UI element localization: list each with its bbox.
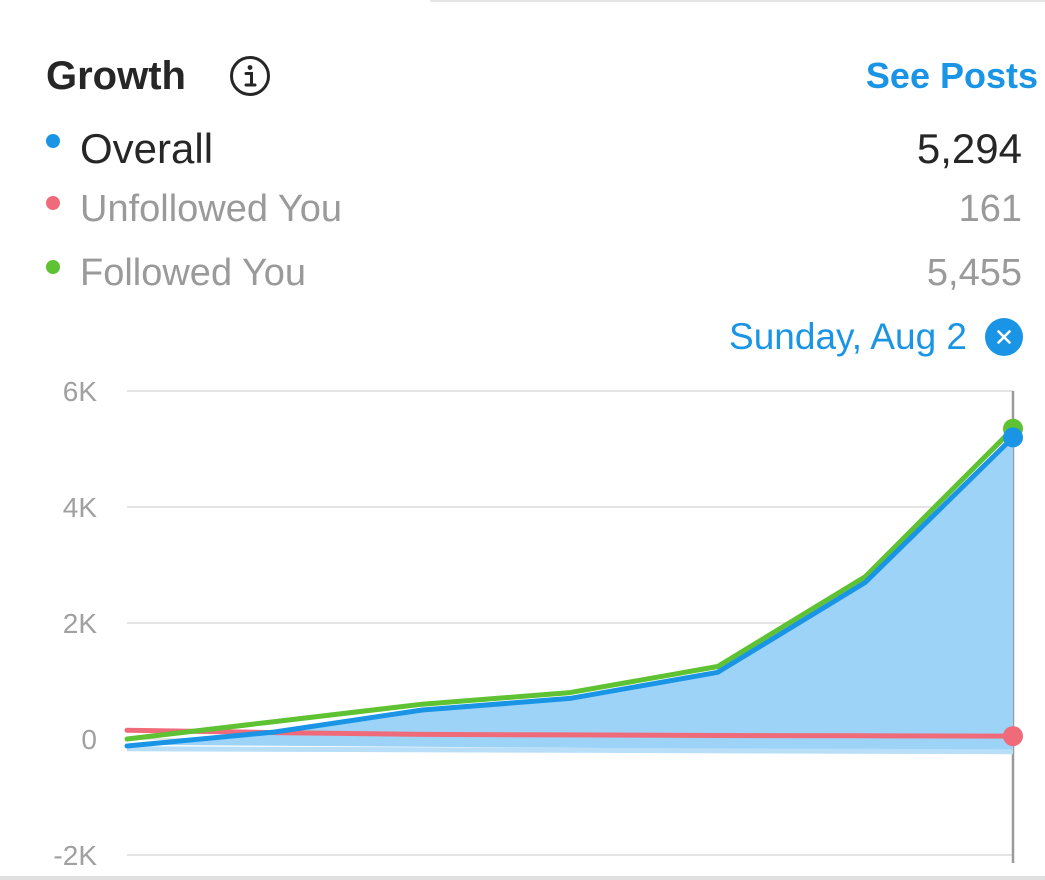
selected-date-label: Sunday, Aug 2: [729, 316, 967, 357]
close-icon[interactable]: [985, 318, 1023, 356]
overall-area-baseline: [126, 746, 1014, 755]
legend-item-overall: Overall 5,294: [46, 124, 1022, 174]
y-tick-label: 6K: [63, 376, 98, 407]
selected-date-chip[interactable]: Sunday, Aug 2: [729, 312, 1023, 362]
unfollowed-dot-icon: [46, 196, 60, 210]
page-title: Growth: [46, 54, 186, 98]
legend-value: 5,455: [926, 252, 1022, 294]
legend-value: 5,294: [916, 125, 1022, 172]
top-divider: [430, 0, 1045, 2]
legend-label: Unfollowed You: [80, 188, 342, 230]
legend-label: Followed You: [80, 252, 307, 294]
y-tick-label: 0: [81, 724, 97, 755]
bottom-divider: [0, 876, 1045, 880]
y-tick-label: 4K: [63, 492, 98, 523]
y-tick-label: 2K: [63, 608, 98, 639]
y-tick-label: -2K: [53, 840, 97, 871]
legend-item-unfollowed: Unfollowed You 161: [46, 184, 1022, 234]
see-posts-link[interactable]: See Posts: [865, 55, 1038, 96]
legend-item-followed: Followed You 5,455: [46, 248, 1022, 298]
followed-you-series-line: [124, 426, 1016, 742]
followed-dot-icon: [46, 260, 60, 274]
unfollowed-you-point: [1003, 726, 1023, 747]
overall-dot-icon: [46, 134, 60, 148]
growth-chart[interactable]: 6K 4K 2K 0 -2K: [0, 370, 1045, 880]
overall-series-line: [124, 434, 1016, 749]
growth-header: Growth See Posts: [46, 50, 1038, 102]
info-circle-icon[interactable]: [229, 55, 271, 97]
overall-point: [1003, 427, 1023, 448]
overall-area: [127, 437, 1013, 751]
legend-label: Overall: [80, 125, 214, 172]
legend-value: 161: [958, 188, 1022, 230]
